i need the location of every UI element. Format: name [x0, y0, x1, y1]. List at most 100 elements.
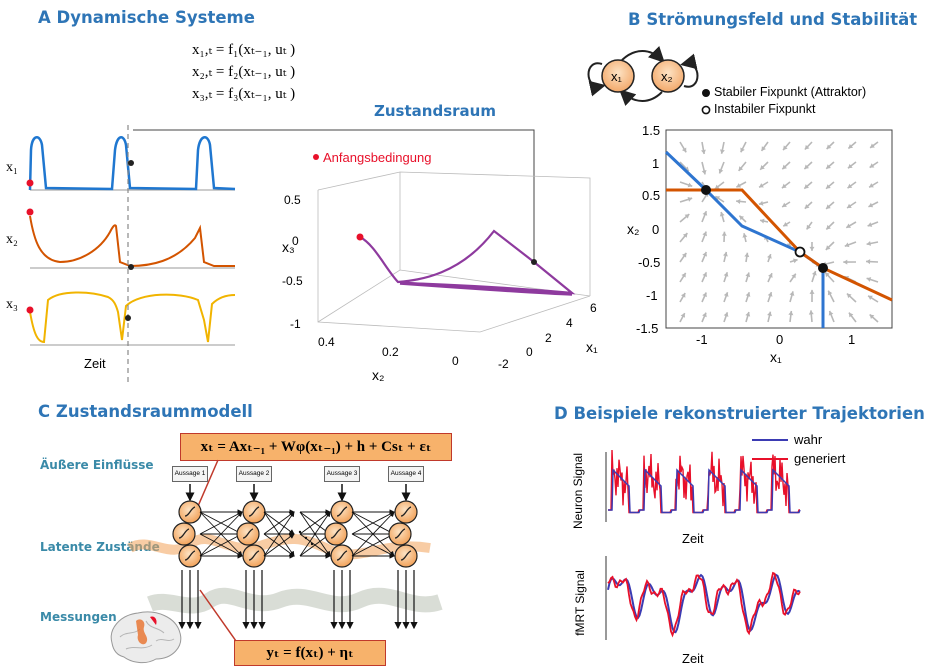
box-floor	[317, 269, 591, 323]
flow-field-plot: 1.5 1 0.5 0 -0.5 -1 -1.5 x₂ -1 0 1 x₁	[627, 123, 893, 365]
input-box-1: Aussage 1	[172, 466, 208, 482]
stable-fixed-point-2	[818, 263, 828, 273]
flow-arrowhead-83	[847, 203, 852, 209]
flow-arrowhead-41	[760, 165, 765, 170]
series-x1-line	[28, 136, 236, 191]
node-x1	[601, 59, 635, 93]
activation-icon-1-3	[184, 550, 196, 561]
equation-x2: x₂,ₜ = f₂(xₜ₋₁, uₜ )	[192, 64, 296, 80]
flow-arrowhead-24	[719, 212, 725, 217]
legend-true-line	[752, 439, 788, 441]
x1-tick-2: 2	[545, 331, 552, 345]
flow-arrowhead-30	[740, 147, 745, 153]
flow-arrowhead-8	[680, 293, 686, 298]
state-space-title: Zustandsraum	[374, 102, 496, 120]
flow-arrowhead-38	[745, 292, 751, 297]
activation-icon-4-1	[400, 506, 412, 517]
recurrent-edge	[263, 533, 295, 557]
flow-arrowhead-43	[758, 200, 764, 206]
time-series-plot	[26, 125, 535, 385]
flow-arrowhead-17	[702, 272, 707, 277]
activation-icon-4-3	[400, 550, 412, 561]
self-loop-1	[587, 62, 606, 97]
flow-arrowhead-74	[826, 224, 831, 230]
flow-arrowhead-25	[721, 231, 727, 236]
flow-arrowhead-18	[702, 292, 707, 298]
state-space-plot: 0.5 0 -0.5 -1 x₃ 0.4 0.2 0 x₂ -2 0 2 4 6…	[282, 154, 598, 383]
activation-icon-3-2	[330, 528, 342, 539]
x3-axis-label: x₃	[282, 239, 295, 255]
flow-arrowhead-98	[868, 295, 873, 301]
recurrent-edge	[199, 533, 243, 557]
label-x2: x₂	[6, 232, 18, 247]
flow-arrowhead-80	[848, 143, 854, 149]
eq-bottom-connector	[199, 589, 237, 642]
flow-arrowhead-65	[809, 246, 815, 251]
edge-2-to-1	[619, 89, 663, 107]
recurrent-edge	[351, 511, 395, 535]
initial-condition-label: Anfangsbedingung	[323, 150, 432, 165]
x3-tick-2: -0.5	[282, 274, 303, 288]
y-tick-6: -1.5	[636, 321, 658, 336]
flow-arrowhead-29	[723, 312, 729, 317]
flow-arrowhead-50	[783, 145, 788, 151]
activation-icon-1-2	[178, 528, 190, 539]
y-tick-5: -1	[646, 288, 658, 303]
fmri-generated-line	[607, 571, 801, 638]
trajectory	[359, 229, 576, 295]
x1-tick-3: 4	[566, 316, 573, 330]
initial-condition-legend-dot	[313, 154, 319, 160]
legend-stable-label: Stabiler Fixpunkt (Attraktor)	[714, 85, 867, 99]
flow-arrowhead-52	[781, 183, 787, 189]
x3-tick-1: 0	[292, 234, 299, 248]
y-tick-0: 1.5	[642, 123, 660, 138]
x2-tick-1: 0.2	[382, 345, 399, 359]
x3-tick-0: 0.5	[284, 193, 301, 207]
panel-d-title: D Beispiele rekonstruierter Trajektorien	[554, 404, 925, 423]
flow-arrowhead-0	[681, 147, 687, 153]
flow-arrowhead-44	[760, 218, 765, 224]
flow-arrowhead-47	[768, 273, 773, 278]
recurrent-edge	[351, 533, 395, 557]
x-axis-label: x₁	[770, 349, 782, 365]
neuron-generated-line	[608, 449, 800, 514]
activation-icon-4-2	[394, 528, 406, 539]
flow-arrowhead-72	[826, 184, 831, 189]
neuron-true-line	[608, 468, 801, 514]
unstable-fixed-point	[794, 246, 806, 258]
flow-arrowhead-40	[761, 146, 766, 151]
stable-fixed-point-1	[701, 185, 711, 195]
flow-arrowhead-31	[738, 166, 744, 171]
y-tick-3: 0	[652, 222, 659, 237]
flow-arrowhead-33	[736, 198, 741, 204]
flow-arrowhead-68	[809, 289, 815, 294]
flow-arrowhead-22	[714, 184, 720, 190]
equation-x1: x₁,ₜ = f₁(xₜ₋₁, uₜ )	[192, 42, 296, 58]
current-state-3d	[531, 259, 537, 265]
node-x1-label: x₁	[611, 69, 623, 84]
box-front	[317, 190, 591, 333]
x2-tick-0: 0.4	[318, 335, 335, 349]
recurrent-edge	[199, 511, 243, 535]
flow-arrowhead-59	[788, 310, 794, 316]
flow-arrowhead-32	[736, 183, 742, 188]
flow-arrowhead-88	[846, 293, 852, 299]
observation-equation-box: yₜ = f(xₜ) + ηₜ	[234, 640, 386, 666]
x1-tick-4: 6	[590, 301, 597, 315]
flow-arrowhead-73	[826, 204, 831, 209]
x2-axis-label: x₂	[372, 367, 384, 383]
flow-arrowhead-94	[867, 222, 873, 227]
node-x2	[651, 59, 685, 93]
flow-arrowhead-78	[827, 290, 833, 296]
flow-arrowhead-99	[869, 314, 875, 320]
flow-arrowhead-69	[808, 310, 814, 315]
x-tick-2: 1	[848, 332, 855, 347]
legend-generated-line	[752, 458, 788, 460]
measurement-noise-band	[147, 587, 443, 614]
fmri-xlabel: Zeit	[682, 651, 704, 666]
stability-legend	[701, 89, 711, 115]
latent-equation-box: xₜ = Axₜ₋₁ + Wφ(xₜ₋₁) + h + Csₜ + εₜ	[180, 433, 452, 461]
flow-arrowhead-14	[702, 211, 708, 216]
flow-arrowhead-63	[804, 204, 810, 209]
flow-arrowhead-91	[869, 163, 875, 168]
